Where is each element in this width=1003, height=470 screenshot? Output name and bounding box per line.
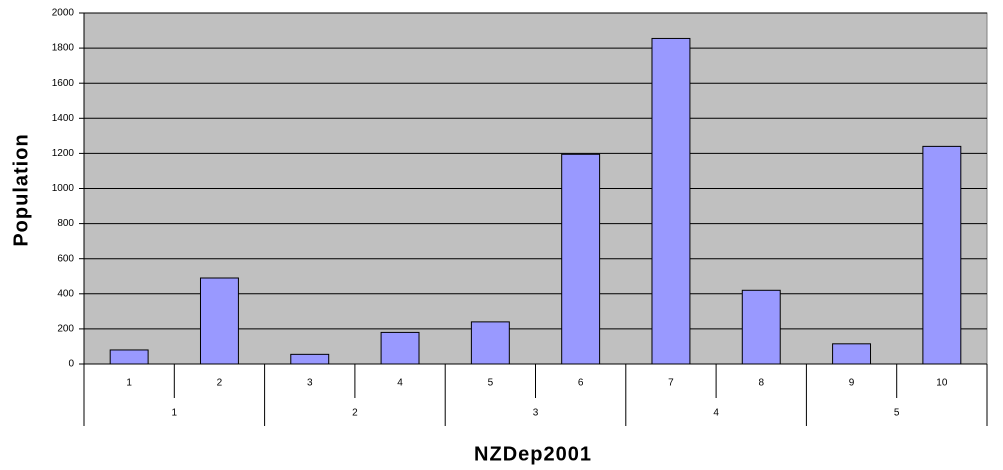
x-group-label: 4 <box>713 408 719 419</box>
y-tick-label: 1000 <box>52 183 75 194</box>
y-axis-title: Population <box>10 133 32 246</box>
bar <box>561 153 601 365</box>
bar <box>290 353 330 365</box>
x-tick-label: 6 <box>578 378 584 389</box>
bar <box>741 289 781 365</box>
y-tick-label: 1200 <box>52 148 75 159</box>
x-group-label: 1 <box>172 408 178 419</box>
y-tick-label: 400 <box>57 288 74 299</box>
y-tick-label: 200 <box>57 324 74 335</box>
y-tick-label: 1400 <box>52 113 75 124</box>
x-group-label: 5 <box>894 408 900 419</box>
y-tick-label: 2000 <box>52 8 75 19</box>
x-tick-label: 7 <box>668 378 674 389</box>
x-tick-label: 2 <box>217 378 223 389</box>
bar <box>651 37 691 365</box>
bar <box>832 343 872 365</box>
y-tick-label: 1600 <box>52 78 75 89</box>
x-tick-label: 4 <box>397 378 403 389</box>
x-tick-label: 10 <box>936 378 948 389</box>
x-group-label: 3 <box>533 408 539 419</box>
x-tick-label: 5 <box>488 378 494 389</box>
y-tick-label: 1800 <box>52 43 75 54</box>
x-tick-label: 1 <box>126 378 132 389</box>
x-group-label: 2 <box>352 408 358 419</box>
y-tick-label: 600 <box>57 253 74 264</box>
x-tick-label: 9 <box>849 378 855 389</box>
bar <box>470 321 510 365</box>
x-tick-label: 8 <box>758 378 764 389</box>
bar <box>380 331 420 365</box>
bar <box>922 145 962 365</box>
y-tick-label: 0 <box>68 359 74 370</box>
bar <box>109 349 149 365</box>
x-tick-label: 3 <box>307 378 313 389</box>
y-tick-label: 800 <box>57 218 74 229</box>
bar <box>199 277 239 365</box>
x-axis-title: NZDep2001 <box>474 443 592 465</box>
